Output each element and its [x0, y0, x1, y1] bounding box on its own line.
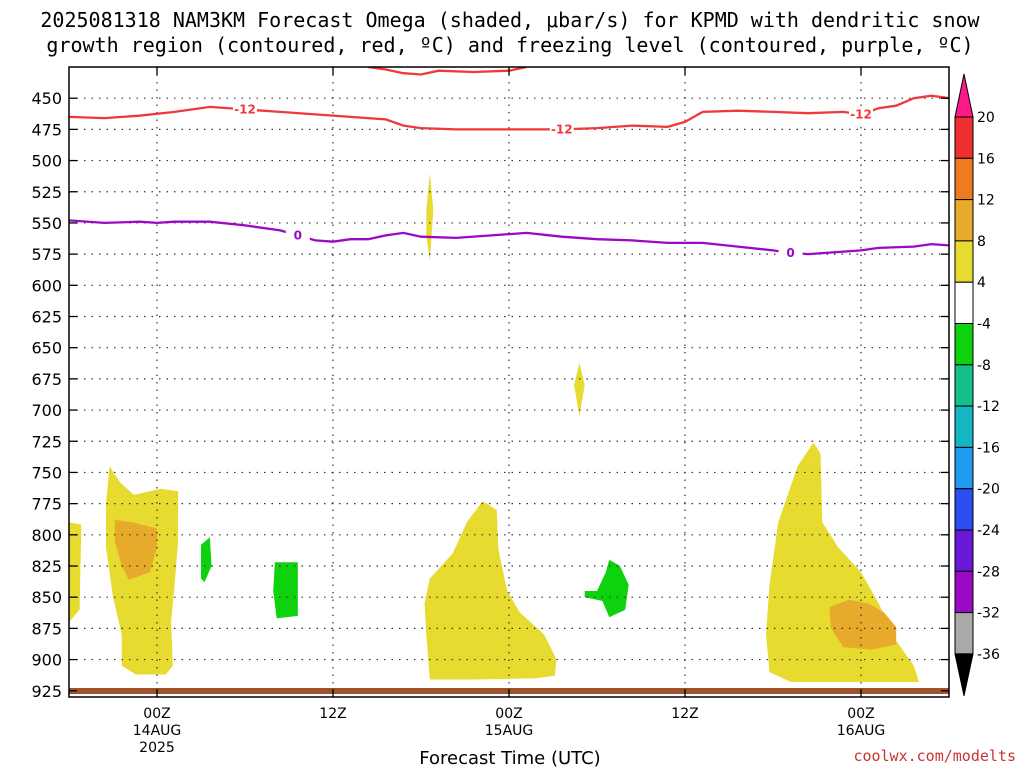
colorbar-label: 8: [977, 234, 986, 250]
colorbar-label: -32: [977, 606, 1000, 622]
omega-region-5: [829, 599, 897, 650]
y-tick-label: 450: [31, 89, 62, 108]
colorbar-label: -12: [977, 399, 1000, 415]
colorbar-label: -16: [977, 440, 1000, 456]
y-tick-label: 625: [31, 308, 62, 327]
colorbar-swatch: [954, 570, 974, 614]
contour-label-bg: [778, 245, 803, 260]
omega-region-10: [574, 362, 585, 417]
y-tick-label: 500: [31, 152, 62, 171]
contour-line-1: [368, 67, 527, 76]
y-tick-label: 600: [31, 276, 62, 295]
y-tick-label: 700: [31, 401, 62, 420]
x-tick-label: 12Z: [671, 706, 698, 722]
colorbar-swatch: [954, 240, 974, 283]
omega-region-6: [201, 537, 212, 583]
contour-layer: -12 -12 -12 0 0: [69, 67, 949, 260]
omega-region-9: [426, 173, 434, 261]
colorbar-swatch: [954, 323, 974, 366]
y-tick-label: 675: [31, 370, 62, 389]
credit-label: coolwx.com/modelts: [853, 747, 1016, 765]
colorbar-swatch: [954, 281, 974, 325]
colorbar-swatch: [954, 446, 974, 490]
colorbar-swatch: [954, 529, 974, 572]
colorbar-label: -36: [977, 647, 1000, 663]
omega-region-4: [766, 442, 920, 682]
contour-label: -12: [850, 107, 872, 121]
y-axis: 450 475 500 525 550 575 600 625 650 675 700 725 750 7…: [31, 89, 949, 701]
colorbar-top-arrow: [954, 73, 974, 118]
colorbar-label: 16: [977, 151, 995, 167]
omega-region-7: [273, 562, 298, 619]
x-tick-label: 00Z: [495, 706, 522, 722]
colorbar-label: -20: [977, 482, 1000, 498]
colorbar-swatch: [954, 488, 974, 531]
x-tick-label: 12Z: [319, 706, 346, 722]
y-tick-label: 575: [31, 245, 62, 264]
omega-region-3: [424, 501, 557, 680]
x-tick-year: 2025: [139, 740, 175, 756]
y-tick-label: 475: [31, 120, 62, 139]
colorbar-swatch: [954, 116, 974, 159]
y-tick-label: 850: [31, 588, 62, 607]
omega-region-0: [69, 522, 82, 623]
colorbar-label: 4: [977, 275, 986, 291]
colorbar-bottom-arrow: [954, 653, 974, 697]
chart-title-line2: growth region (contoured, red, ºC) and f…: [46, 33, 973, 57]
colorbar-label: -24: [977, 523, 1000, 539]
x-tick-date: 14AUG: [133, 723, 182, 739]
x-tick-label: 00Z: [143, 706, 170, 722]
y-tick-label: 750: [31, 463, 62, 482]
colorbar-swatch: [954, 199, 974, 242]
contour-label: -12: [234, 102, 256, 116]
colorbar-swatch: [954, 612, 974, 655]
grid-layer: [69, 67, 949, 697]
y-tick-label: 650: [31, 339, 62, 358]
y-tick-label: 925: [31, 682, 62, 701]
colorbar: 20 16 12 8 4 -4 -8 -12 -16 -20 -24 -28 -32 -36: [954, 73, 1000, 697]
colorbar-label: 12: [977, 193, 995, 209]
colorbar-swatch: [954, 157, 974, 201]
colorbar-label: -4: [977, 317, 991, 333]
contour-label-bg: [233, 102, 257, 117]
contour-label-bg: [285, 228, 310, 243]
colorbar-label: -28: [977, 564, 1000, 580]
omega-shaded-layer: [69, 173, 920, 682]
colorbar-label: 20: [977, 110, 995, 126]
contour-label-bg: [549, 122, 574, 137]
contour-label: 0: [294, 228, 302, 242]
y-tick-label: 550: [31, 214, 62, 233]
y-tick-label: 800: [31, 526, 62, 545]
y-tick-label: 775: [31, 495, 62, 514]
y-tick-label: 825: [31, 557, 62, 576]
y-tick-label: 525: [31, 183, 62, 202]
x-tick-date: 15AUG: [485, 723, 534, 739]
colorbar-label: -8: [977, 358, 991, 374]
y-tick-label: 875: [31, 619, 62, 638]
chart-title-line1: 2025081318 NAM3KM Forecast Omega (shaded…: [40, 8, 980, 32]
x-tick-label: 00Z: [847, 706, 874, 722]
omega-region-2: [114, 519, 157, 580]
y-tick-label: 725: [31, 432, 62, 451]
y-tick-label: 900: [31, 651, 62, 670]
colorbar-swatch: [954, 405, 974, 448]
x-tick-date: 16AUG: [837, 723, 886, 739]
omega-region-8: [584, 559, 629, 618]
contour-line-2: [69, 219, 949, 256]
contour-label-bg: [849, 107, 873, 122]
contour-label: 0: [786, 246, 794, 260]
contour-label: -12: [551, 122, 573, 136]
x-axis-label: Forecast Time (UTC): [419, 748, 600, 768]
colorbar-swatch: [954, 364, 974, 407]
